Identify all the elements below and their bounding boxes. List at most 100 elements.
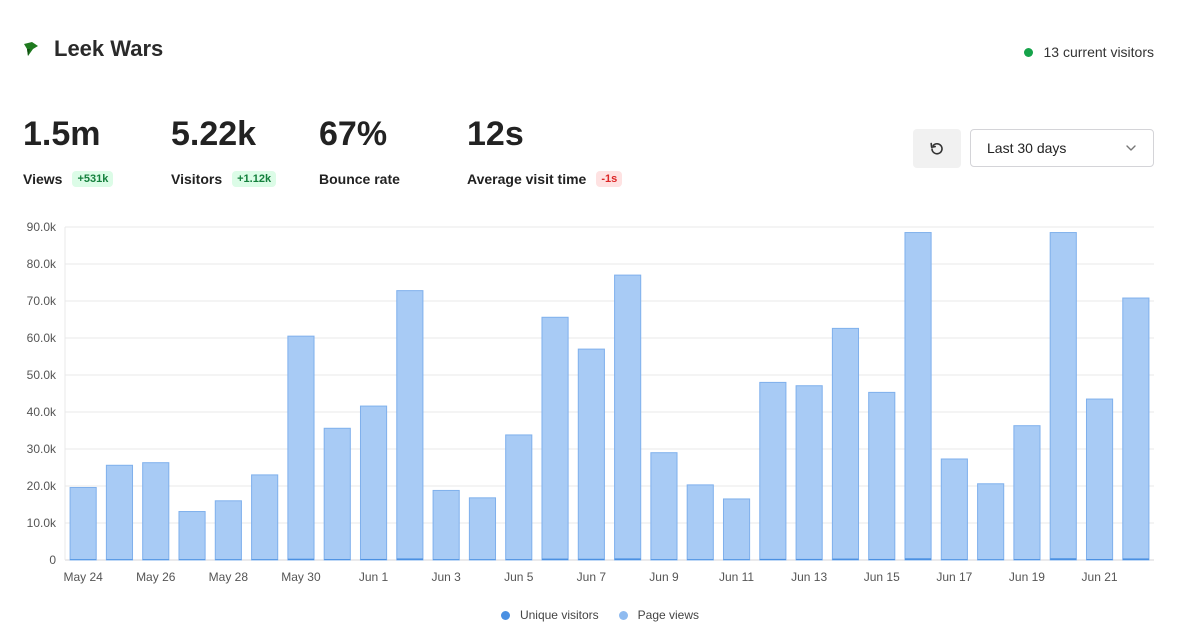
unique-visitors-bar[interactable] bbox=[215, 559, 242, 560]
page-views-bar[interactable] bbox=[977, 483, 1005, 561]
metric-bounce-rate[interactable]: 67% Bounce rate bbox=[319, 114, 400, 187]
metric-value: 5.22k bbox=[171, 115, 257, 153]
metric-change-badge: +1.12k bbox=[232, 171, 277, 187]
unique-visitors-bar[interactable] bbox=[541, 558, 569, 560]
chevron-down-icon bbox=[1126, 145, 1136, 151]
page-views-bar[interactable] bbox=[1085, 398, 1114, 561]
metric-label: Bounce rate bbox=[319, 171, 400, 187]
unique-visitors-bar[interactable] bbox=[1086, 559, 1113, 560]
period-select[interactable]: Last 30 days bbox=[970, 129, 1154, 167]
unique-visitors-bar[interactable] bbox=[904, 558, 932, 560]
x-tick-label: Jun 3 bbox=[431, 570, 461, 584]
current-visitors-label: 13 current visitors bbox=[1043, 44, 1154, 60]
page-views-bar[interactable] bbox=[614, 274, 642, 561]
refresh-icon bbox=[930, 142, 943, 155]
unique-visitors-bar[interactable] bbox=[70, 559, 97, 560]
unique-visitors-bar[interactable] bbox=[505, 559, 532, 560]
page-views-bar[interactable] bbox=[251, 474, 279, 561]
x-tick-label: May 24 bbox=[63, 570, 103, 584]
unique-visitors-bar[interactable] bbox=[142, 559, 169, 560]
page-views-bar[interactable] bbox=[722, 498, 751, 561]
page-views-bar[interactable] bbox=[940, 458, 968, 561]
x-tick-label: May 28 bbox=[209, 570, 249, 584]
page-views-bar[interactable] bbox=[69, 486, 97, 561]
page-views-bar[interactable] bbox=[359, 405, 388, 561]
site-name[interactable]: Leek Wars bbox=[54, 36, 164, 61]
metric-visit-time[interactable]: 12s Average visit time -1s bbox=[467, 114, 623, 187]
page-views-bar[interactable] bbox=[577, 348, 605, 561]
unique-visitors-bar[interactable] bbox=[251, 559, 278, 560]
metric-label: Views bbox=[23, 171, 63, 187]
unique-visitors-bar[interactable] bbox=[396, 558, 423, 560]
unique-visitors-bar[interactable] bbox=[687, 559, 714, 560]
page-views-bar[interactable] bbox=[831, 327, 860, 561]
unique-visitors-bar[interactable] bbox=[796, 558, 823, 560]
legend-dot-icon bbox=[500, 610, 510, 620]
metric-views[interactable]: 1.5m Views +531k bbox=[23, 114, 114, 187]
page-views-bar[interactable] bbox=[650, 452, 678, 561]
metric-value: 12s bbox=[467, 115, 524, 153]
y-tick-label: 70.0k bbox=[27, 294, 57, 308]
unique-visitors-bar[interactable] bbox=[433, 559, 460, 560]
x-tick-label: Jun 15 bbox=[864, 570, 900, 584]
page-views-bar[interactable] bbox=[1013, 425, 1041, 561]
unique-visitors-bar[interactable] bbox=[868, 558, 895, 560]
x-tick-label: Jun 13 bbox=[791, 570, 827, 584]
page-views-bar[interactable] bbox=[432, 489, 460, 561]
x-tick-label: Jun 11 bbox=[719, 570, 754, 584]
unique-visitors-bar[interactable] bbox=[977, 559, 1004, 560]
page-views-bar[interactable] bbox=[178, 511, 206, 561]
metric-change-badge: -1s bbox=[596, 171, 623, 187]
unique-visitors-bar[interactable] bbox=[324, 559, 351, 560]
legend-item-page-views[interactable]: Page views bbox=[618, 608, 700, 622]
unique-visitors-bar[interactable] bbox=[578, 558, 605, 560]
y-tick-label: 10.0k bbox=[27, 516, 57, 530]
page-views-bar[interactable] bbox=[904, 232, 932, 561]
unique-visitors-bar[interactable] bbox=[614, 558, 641, 560]
x-tick-label: Jun 21 bbox=[1082, 570, 1118, 584]
unique-visitors-bar[interactable] bbox=[360, 558, 387, 560]
unique-visitors-bar[interactable] bbox=[1013, 559, 1041, 560]
page-views-bar[interactable] bbox=[686, 484, 714, 561]
unique-visitors-bar[interactable] bbox=[1122, 558, 1149, 560]
page-views-bar[interactable] bbox=[1122, 297, 1150, 561]
page-views-bar[interactable] bbox=[468, 497, 497, 561]
x-tick-label: Jun 5 bbox=[504, 570, 534, 584]
legend-item-unique-visitors[interactable]: Unique visitors bbox=[500, 608, 599, 622]
unique-visitors-bar[interactable] bbox=[1050, 558, 1077, 560]
page-views-bar[interactable] bbox=[142, 462, 170, 561]
page-views-bar[interactable] bbox=[868, 391, 896, 561]
unique-visitors-bar[interactable] bbox=[287, 558, 315, 560]
page-views-bar[interactable] bbox=[396, 290, 424, 561]
unique-visitors-bar[interactable] bbox=[723, 559, 750, 560]
chart-legend: Unique visitors Page views bbox=[0, 608, 1200, 622]
current-visitors[interactable]: 13 current visitors bbox=[1023, 44, 1154, 60]
page-views-bar[interactable] bbox=[795, 385, 823, 561]
page-views-bar[interactable] bbox=[759, 381, 787, 561]
page-views-bar[interactable] bbox=[323, 427, 351, 561]
unique-visitors-bar[interactable] bbox=[759, 558, 786, 560]
y-tick-label: 30.0k bbox=[27, 442, 57, 456]
unique-visitors-bar[interactable] bbox=[832, 558, 859, 560]
x-tick-label: May 26 bbox=[136, 570, 176, 584]
unique-visitors-bar[interactable] bbox=[650, 559, 678, 560]
unique-visitors-bar[interactable] bbox=[106, 559, 133, 560]
x-tick-label: Jun 1 bbox=[359, 570, 389, 584]
page-views-bar[interactable] bbox=[214, 500, 242, 561]
legend-label: Page views bbox=[637, 608, 700, 622]
metric-change-badge: +531k bbox=[72, 171, 114, 187]
metric-visitors[interactable]: 5.22k Visitors +1.12k bbox=[171, 114, 277, 187]
y-tick-label: 60.0k bbox=[27, 331, 57, 345]
live-status-icon bbox=[1023, 47, 1033, 57]
x-tick-label: Jun 7 bbox=[577, 570, 607, 584]
page-views-bar[interactable] bbox=[105, 464, 134, 561]
page-views-bar[interactable] bbox=[1049, 232, 1077, 561]
page-views-bar[interactable] bbox=[287, 335, 315, 561]
page-views-bar[interactable] bbox=[505, 434, 533, 561]
unique-visitors-bar[interactable] bbox=[941, 559, 968, 560]
y-tick-label: 50.0k bbox=[27, 368, 57, 382]
unique-visitors-bar[interactable] bbox=[178, 559, 206, 560]
unique-visitors-bar[interactable] bbox=[469, 559, 496, 560]
page-views-bar[interactable] bbox=[541, 316, 569, 561]
refresh-button[interactable] bbox=[913, 129, 961, 168]
